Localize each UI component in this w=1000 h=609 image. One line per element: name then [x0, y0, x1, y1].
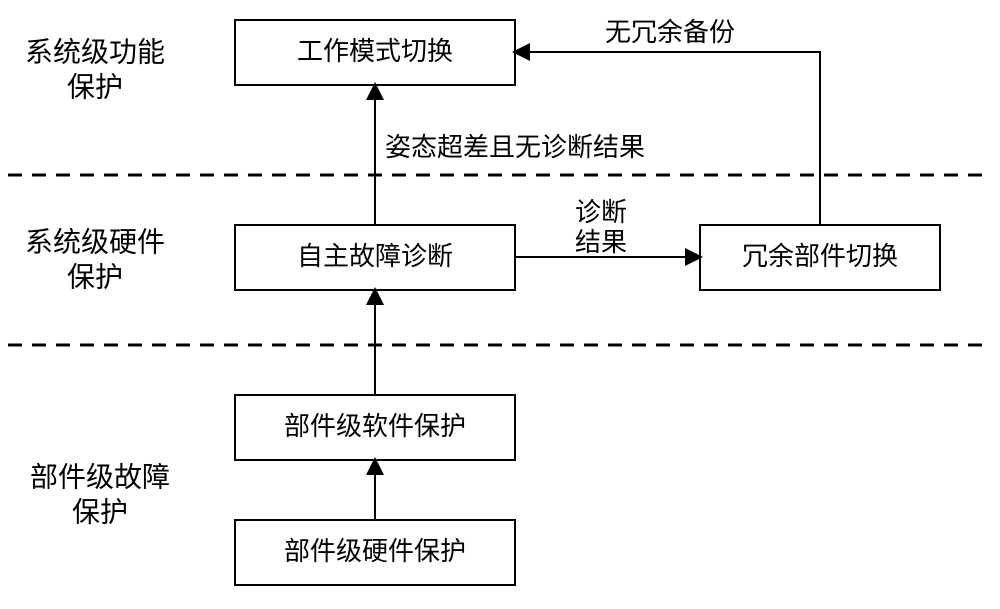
svg-text:部件级软件保护: 部件级软件保护 [284, 412, 466, 441]
edge-label-diag-2: 结果 [575, 228, 627, 257]
svg-text:保护: 保护 [67, 261, 123, 293]
svg-text:冗余部件切换: 冗余部件切换 [742, 242, 898, 271]
svg-text:部件级故障: 部件级故障 [30, 461, 170, 493]
node-hw-protect: 部件级硬件保护 [235, 520, 515, 585]
node-self-diag: 自主故障诊断 [235, 225, 515, 290]
svg-text:系统级硬件: 系统级硬件 [25, 226, 165, 258]
svg-text:部件级硬件保护: 部件级硬件保护 [284, 537, 466, 566]
edge-label-no-backup: 无冗余备份 [605, 18, 735, 47]
svg-text:系统级功能: 系统级功能 [25, 36, 165, 68]
node-sw-protect: 部件级软件保护 [235, 395, 515, 460]
svg-text:工作模式切换: 工作模式切换 [297, 37, 453, 66]
edge-label-diag-1: 诊断 [575, 198, 627, 227]
layer-label-middle: 系统级硬件 保护 [25, 226, 165, 293]
edge-label-attitude: 姿态超差且无诊断结果 [385, 133, 645, 162]
node-redundant-switch: 冗余部件切换 [700, 225, 940, 290]
svg-text:保护: 保护 [67, 71, 123, 103]
layer-label-bottom: 部件级故障 保护 [30, 461, 170, 528]
layer-label-top: 系统级功能 保护 [25, 36, 165, 103]
svg-text:保护: 保护 [72, 496, 128, 528]
svg-text:自主故障诊断: 自主故障诊断 [297, 242, 453, 271]
node-mode-switch: 工作模式切换 [235, 20, 515, 85]
